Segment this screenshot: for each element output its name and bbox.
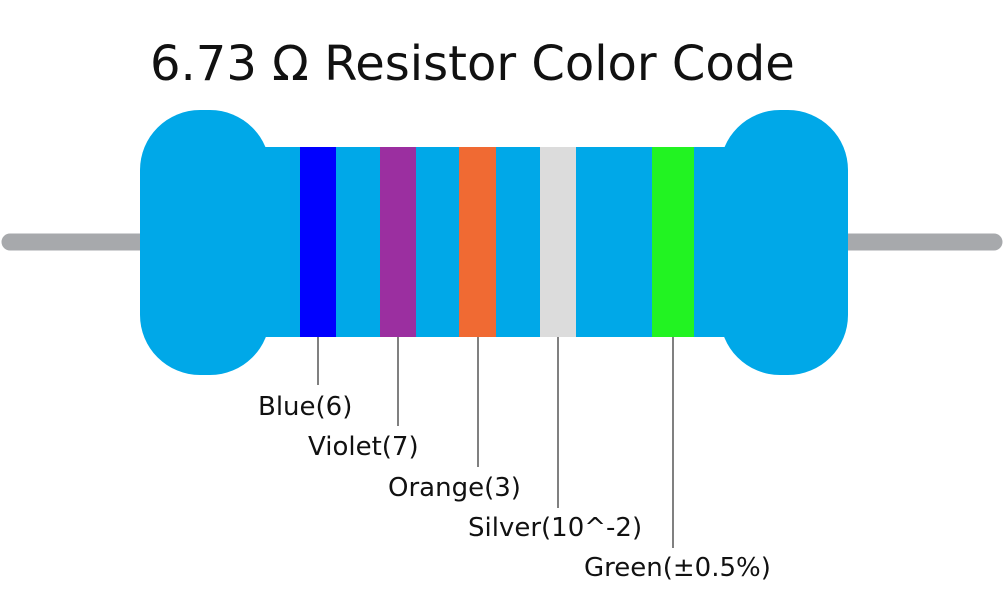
body-right-cap	[720, 110, 848, 375]
band-label: Violet(7)	[308, 432, 419, 462]
band-label: Blue(6)	[258, 392, 352, 422]
body-left-cap	[140, 110, 270, 375]
band	[652, 147, 694, 337]
title: 6.73 Ω Resistor Color Code	[150, 36, 795, 92]
band	[300, 147, 336, 337]
band-label: Silver(10^-2)	[468, 513, 642, 543]
band-label: Green(±0.5%)	[584, 553, 771, 583]
band-label: Orange(3)	[388, 473, 521, 503]
band	[459, 147, 496, 337]
band	[380, 147, 416, 337]
band	[540, 147, 576, 337]
